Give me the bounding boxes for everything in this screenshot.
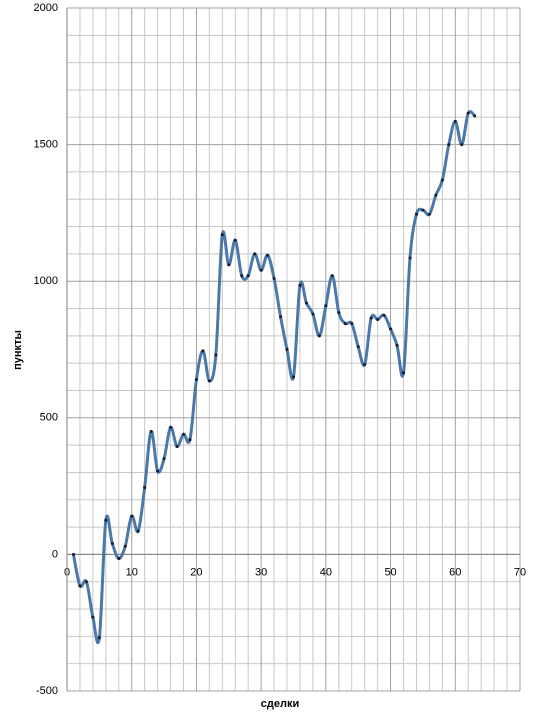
point	[421, 208, 425, 212]
point	[266, 253, 270, 257]
point	[78, 584, 82, 588]
point	[337, 311, 341, 315]
x-tick-label: 30	[255, 566, 267, 578]
x-tick-label: 20	[190, 566, 202, 578]
point	[253, 252, 257, 256]
point	[343, 322, 347, 326]
point	[130, 514, 134, 518]
point	[389, 327, 393, 331]
point	[169, 425, 173, 429]
point	[324, 304, 328, 308]
point	[311, 312, 315, 316]
point	[382, 313, 386, 317]
point	[440, 178, 444, 182]
point	[402, 371, 406, 375]
point	[246, 274, 250, 278]
point	[350, 322, 354, 326]
point	[356, 345, 360, 349]
point	[194, 378, 198, 382]
point	[363, 363, 367, 367]
point	[143, 485, 147, 489]
y-tick-label: 0	[52, 548, 58, 560]
point	[304, 301, 308, 305]
y-axis-label: пункты	[12, 330, 24, 370]
point	[376, 317, 380, 321]
point	[453, 119, 457, 123]
point	[285, 348, 289, 351]
point	[220, 233, 224, 237]
point	[369, 316, 373, 320]
point	[104, 518, 108, 522]
y-tick-label: 2000	[34, 2, 58, 14]
point	[91, 615, 95, 619]
point	[214, 353, 218, 357]
point	[466, 111, 470, 115]
point	[97, 636, 101, 640]
point	[317, 334, 321, 338]
point	[71, 552, 75, 556]
point	[434, 193, 438, 197]
point	[188, 438, 192, 442]
point	[233, 238, 237, 242]
y-tick-label: 500	[40, 412, 58, 424]
point	[447, 143, 451, 147]
point	[473, 114, 477, 118]
point	[175, 444, 179, 448]
point	[395, 343, 399, 347]
point	[162, 457, 166, 461]
x-tick-label: 10	[126, 566, 138, 578]
point	[279, 315, 283, 319]
point	[207, 379, 211, 383]
point	[330, 274, 334, 278]
point	[460, 143, 464, 147]
point	[149, 429, 153, 433]
point	[240, 274, 244, 278]
x-axis-label: сделки	[261, 698, 299, 710]
y-tick-label: 1000	[34, 275, 58, 287]
y-tick-label: -500	[36, 685, 58, 697]
point	[117, 556, 121, 560]
x-tick-label: 40	[320, 566, 332, 578]
point	[201, 349, 205, 353]
point	[227, 263, 231, 267]
point	[408, 256, 412, 260]
point	[123, 544, 127, 548]
point	[298, 283, 302, 287]
point	[110, 541, 114, 545]
x-tick-label: 60	[449, 566, 461, 578]
x-tick-label: 70	[514, 566, 526, 578]
point	[272, 276, 276, 280]
x-tick-label: 50	[384, 566, 396, 578]
point	[414, 212, 418, 216]
point	[427, 212, 431, 216]
point	[136, 529, 140, 533]
point	[259, 268, 263, 272]
point	[156, 469, 160, 473]
point	[181, 432, 185, 436]
point	[292, 375, 295, 379]
point	[84, 580, 88, 584]
y-tick-label: 1500	[34, 139, 58, 151]
